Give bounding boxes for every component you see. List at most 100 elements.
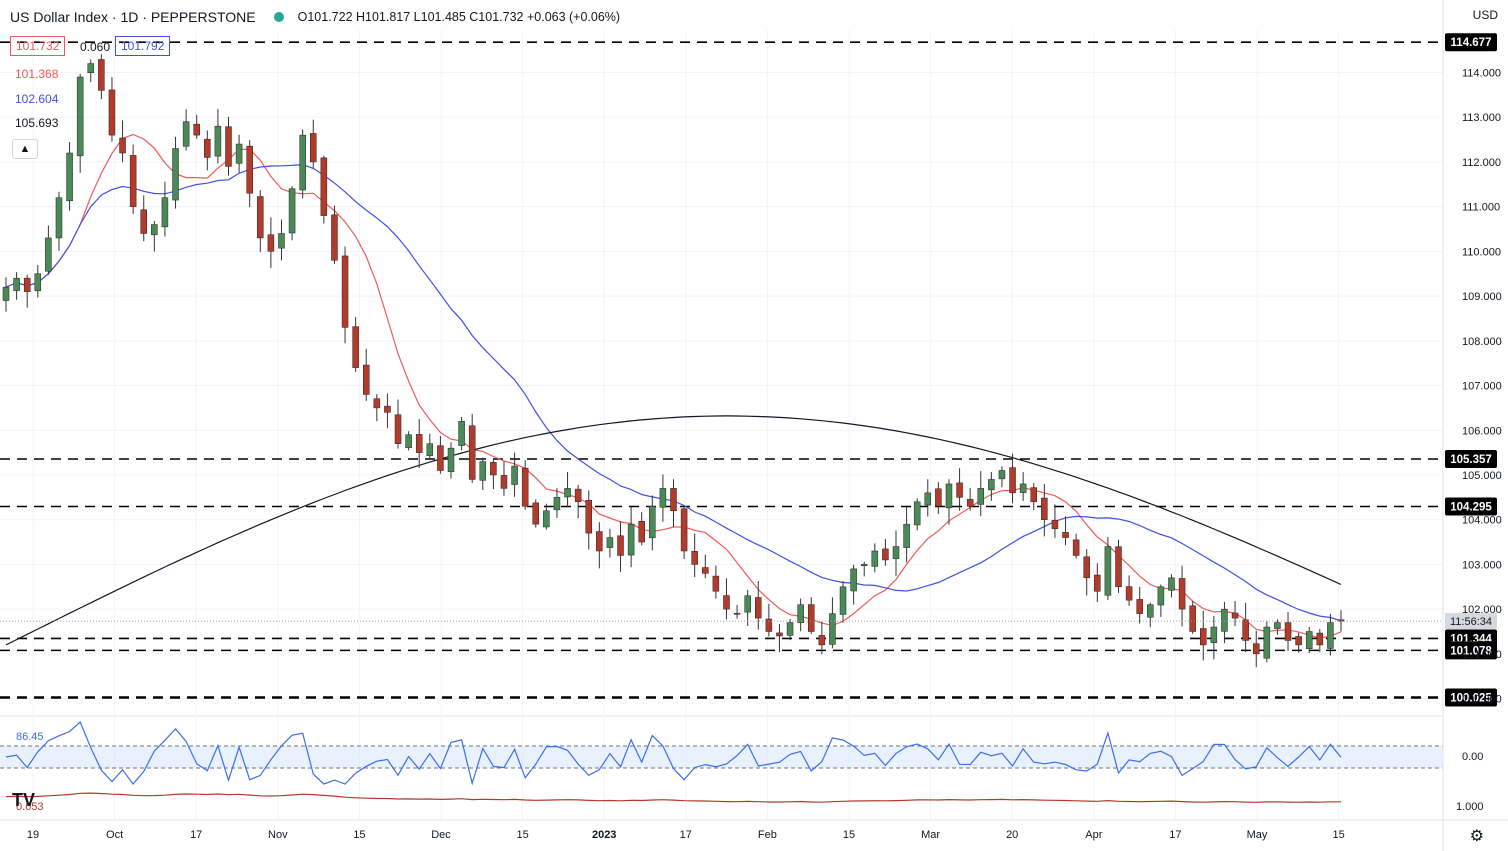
candle xyxy=(744,595,751,613)
candle xyxy=(182,121,190,147)
candle xyxy=(680,508,688,552)
y-tick-label: 109.000 xyxy=(1462,291,1502,303)
candle xyxy=(850,568,857,592)
candle xyxy=(1030,487,1037,503)
candle xyxy=(235,143,243,164)
candle xyxy=(966,499,974,507)
candle xyxy=(892,546,900,560)
candle xyxy=(998,470,1006,480)
y-tick-label: 108.000 xyxy=(1462,336,1502,348)
y-tick-label: 101.000 xyxy=(1462,649,1502,661)
candle xyxy=(76,76,84,157)
symbol-title[interactable]: US Dollar Index · 1D · PEPPERSTONE xyxy=(10,9,256,25)
candle xyxy=(1178,578,1186,610)
last-price-label-bg xyxy=(1445,613,1497,630)
candle xyxy=(415,434,423,453)
candle xyxy=(1147,604,1154,618)
candle xyxy=(638,520,645,543)
candle xyxy=(1242,619,1249,641)
candle xyxy=(193,123,200,136)
candle xyxy=(1284,622,1292,641)
candle xyxy=(2,286,10,301)
price-axis: 100.000 101.000 102.000 103.000 104.000 105.0… xyxy=(1442,0,1502,851)
ma-long-line xyxy=(5,415,1342,646)
candle xyxy=(723,595,730,610)
candle xyxy=(373,398,381,409)
candle xyxy=(511,465,518,485)
candle xyxy=(1019,483,1027,493)
candle xyxy=(1221,608,1228,632)
candle xyxy=(1316,632,1324,646)
candle xyxy=(151,224,158,236)
candle xyxy=(225,126,232,167)
candle xyxy=(55,197,63,239)
x-tick-label: 15 xyxy=(843,829,855,841)
candle xyxy=(871,550,879,567)
candle xyxy=(500,475,508,489)
candle xyxy=(521,467,529,507)
tradingview-logo[interactable]: TV xyxy=(12,790,36,810)
x-tick-label: Feb xyxy=(758,829,777,841)
candle xyxy=(66,152,73,202)
candle xyxy=(362,364,370,395)
x-tick-label: 20 xyxy=(1006,829,1018,841)
grid xyxy=(0,30,1443,820)
candle xyxy=(341,255,349,328)
candle xyxy=(214,125,222,157)
level-label: 101.078 xyxy=(1450,645,1492,657)
candle xyxy=(1189,605,1196,632)
candle xyxy=(1263,626,1271,659)
candle xyxy=(755,597,762,619)
candle xyxy=(924,492,932,506)
ma-value-3: 102.604 xyxy=(15,92,59,106)
candle xyxy=(161,197,169,228)
chart-header: US Dollar Index · 1D · PEPPERSTONE O101.… xyxy=(10,9,620,25)
candle xyxy=(670,488,677,512)
candle xyxy=(945,483,953,509)
rsi-value-label: 86.45 xyxy=(16,731,44,743)
candle xyxy=(426,443,434,457)
candle xyxy=(13,277,20,291)
candle xyxy=(267,234,275,252)
y-tick-label: 113.000 xyxy=(1462,112,1501,124)
candle xyxy=(140,209,147,234)
x-tick-label: 17 xyxy=(1169,829,1181,841)
y-tick-label: 107.000 xyxy=(1462,381,1502,393)
y-tick-label: 112.000 xyxy=(1462,157,1501,169)
oscillator-line xyxy=(5,792,1341,803)
gear-icon[interactable]: ⚙ xyxy=(1469,828,1484,845)
candle xyxy=(108,89,116,136)
candle xyxy=(299,134,306,191)
candle xyxy=(532,502,540,525)
x-tick-label: Oct xyxy=(106,829,123,841)
candle xyxy=(288,188,296,234)
x-tick-label: 17 xyxy=(190,829,202,841)
candle xyxy=(543,510,550,528)
x-tick-label: 15 xyxy=(516,829,528,841)
candle xyxy=(1327,622,1334,649)
y-tick-label: 111.000 xyxy=(1462,202,1500,214)
candle xyxy=(23,277,31,292)
x-tick-label: Dec xyxy=(431,829,451,841)
candle xyxy=(1295,636,1302,646)
currency-label[interactable]: USD xyxy=(1472,8,1498,22)
candle xyxy=(553,497,561,511)
candle xyxy=(1072,539,1080,556)
candle xyxy=(119,137,126,154)
candle xyxy=(394,414,402,444)
x-tick-label: May xyxy=(1247,829,1268,841)
candle xyxy=(702,567,709,574)
level-label: 105.357 xyxy=(1450,454,1492,466)
ma-value-4: 105.693 xyxy=(15,116,59,130)
candle xyxy=(331,214,338,261)
candle xyxy=(860,564,868,567)
candle xyxy=(585,500,592,534)
ma-value-1: 101.732 xyxy=(10,36,66,56)
chevron-up-icon[interactable]: ▲ xyxy=(12,139,38,159)
candle xyxy=(839,586,847,615)
candle xyxy=(1274,622,1281,629)
oscillator-value-label: 0.653 xyxy=(16,801,44,813)
candle xyxy=(649,506,656,539)
candle xyxy=(458,421,465,446)
